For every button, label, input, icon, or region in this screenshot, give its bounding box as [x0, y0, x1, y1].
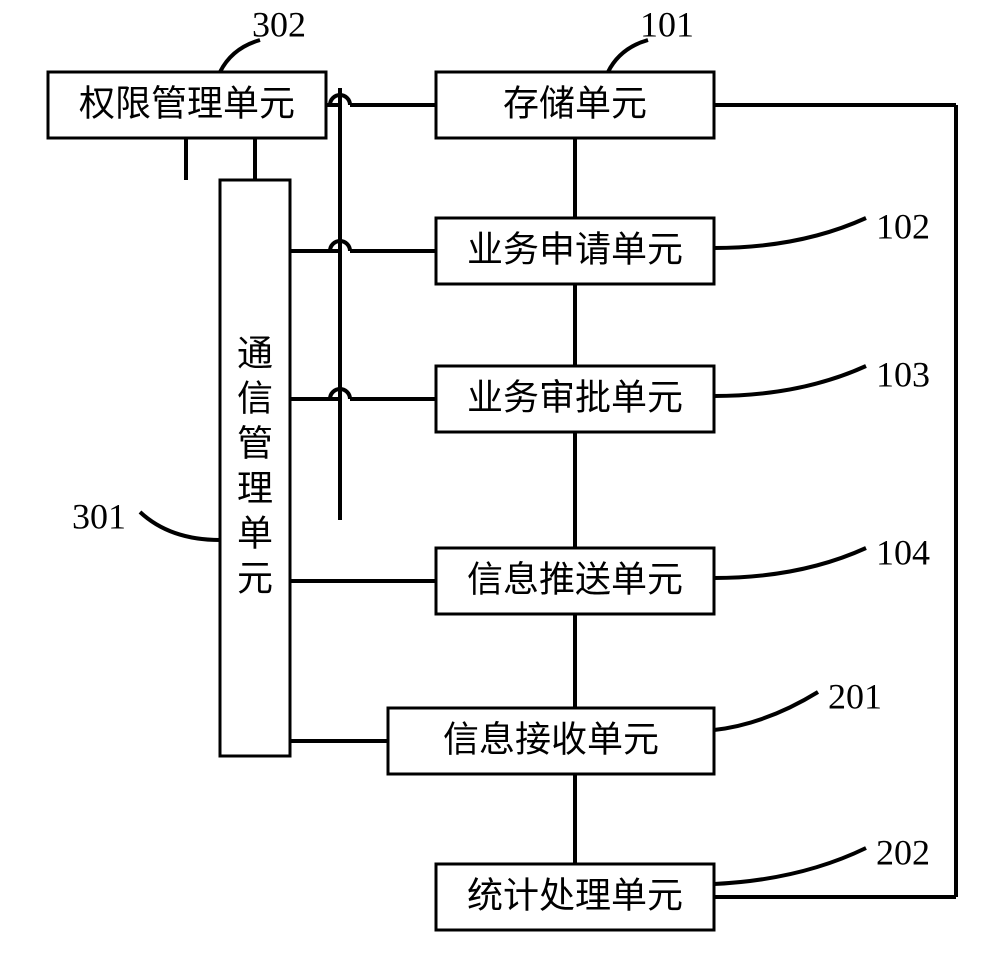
callout-leader-permission_mgmt: [220, 40, 260, 72]
label-comm_mgmt-char: 理: [237, 468, 273, 508]
label-permission_mgmt: 权限管理单元: [79, 83, 295, 123]
label-comm_mgmt-char: 信: [237, 378, 273, 418]
label-info_recv: 信息接收单元: [443, 719, 659, 759]
diagram-canvas: 权限管理单元 302 存储单元 101 业务申请单元 102 业务审批单元 103 信息推送单元…: [0, 0, 1000, 974]
callout-leader-comm_mgmt: [140, 512, 220, 540]
callout-storage: 101: [640, 4, 694, 44]
callout-stats_proc: 202: [876, 832, 930, 872]
callout-leader-stats_proc: [714, 848, 866, 884]
callout-biz_apply: 102: [876, 206, 930, 246]
callout-leader-biz_apply: [714, 218, 866, 248]
label-comm_mgmt-char: 元: [237, 558, 273, 598]
callout-permission_mgmt: 302: [252, 4, 306, 44]
callout-biz_approve: 103: [876, 354, 930, 394]
label-info_push: 信息推送单元: [467, 559, 683, 599]
callout-leader-storage: [608, 40, 648, 72]
callout-leader-biz_approve: [714, 366, 866, 396]
callout-leader-info_push: [714, 548, 866, 578]
label-comm_mgmt-char: 通: [237, 333, 273, 373]
callout-info_push: 104: [876, 532, 930, 572]
label-stats_proc: 统计处理单元: [467, 875, 683, 915]
label-biz_apply: 业务申请单元: [467, 229, 683, 269]
callout-comm_mgmt: 301: [72, 496, 126, 536]
callout-info_recv: 201: [828, 676, 882, 716]
label-storage: 存储单元: [503, 83, 647, 123]
label-comm_mgmt-char: 单: [237, 513, 273, 553]
label-biz_approve: 业务审批单元: [467, 377, 683, 417]
callout-leader-info_recv: [714, 692, 818, 730]
label-comm_mgmt-char: 管: [237, 423, 273, 463]
